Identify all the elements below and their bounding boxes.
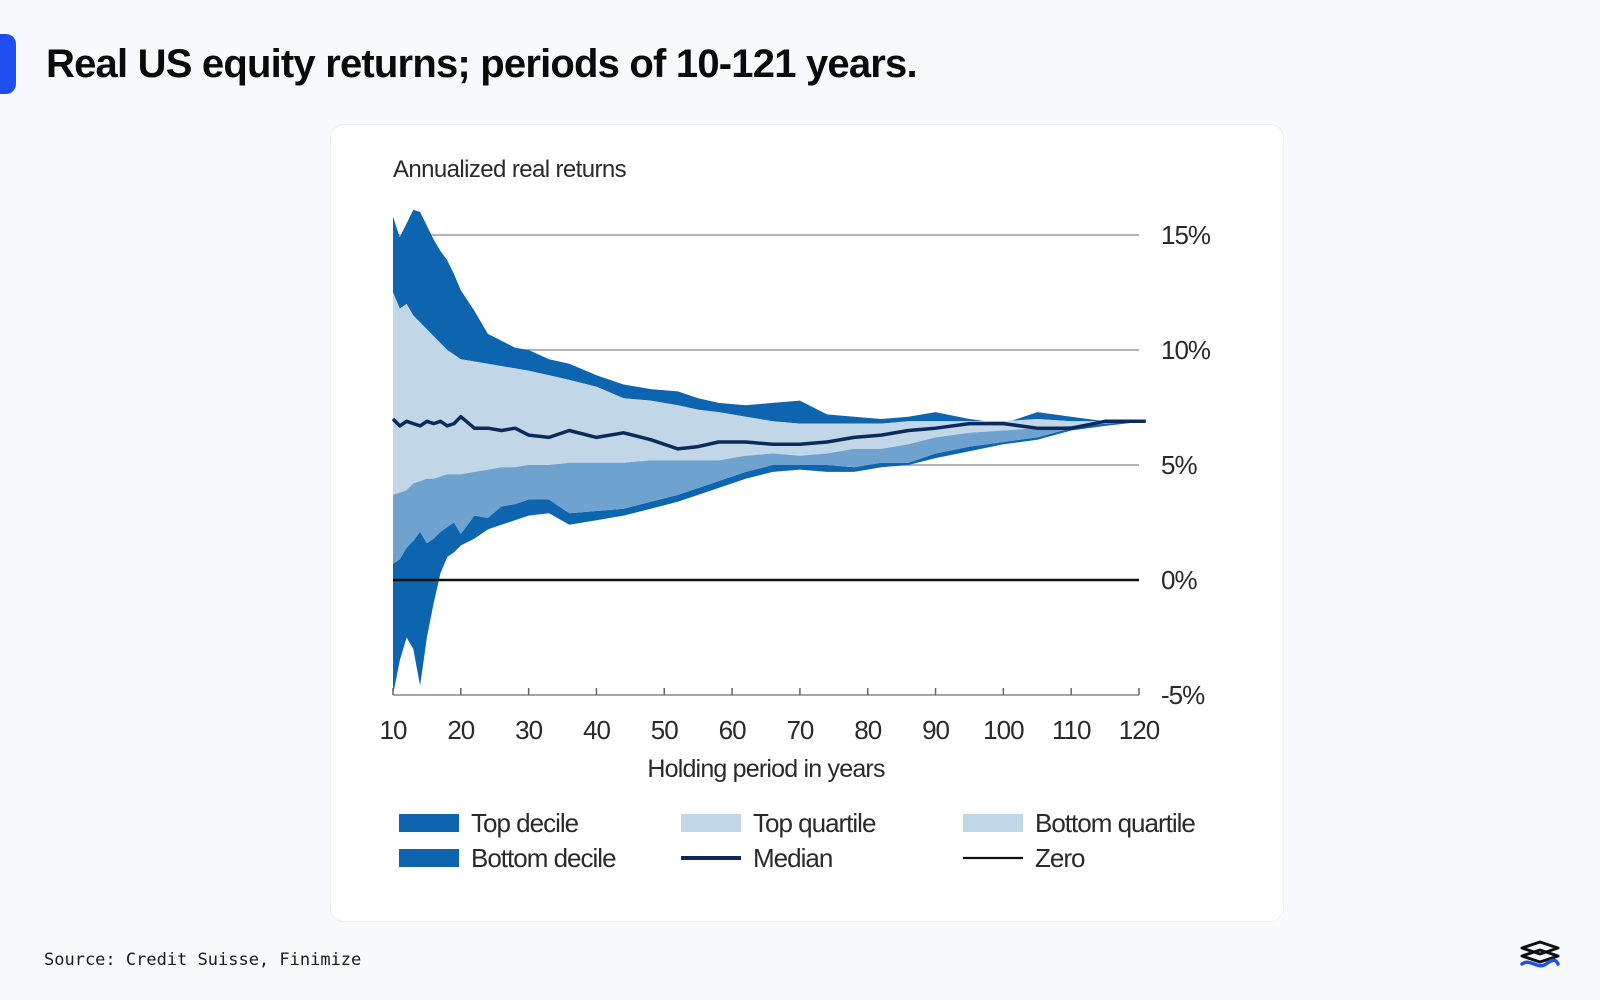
legend-label-zero: Zero xyxy=(1035,843,1085,873)
median-line xyxy=(391,414,1146,451)
legend-label-bottom-quartile: Bottom quartile xyxy=(1035,808,1195,838)
x-tick-label-110: 110 xyxy=(1052,715,1091,745)
legend-swatch-bottom-quartile xyxy=(963,814,1023,832)
top-decile-band xyxy=(393,209,1146,424)
bottom-quartile-band xyxy=(393,416,1146,495)
legend-swatch-top-decile xyxy=(399,814,459,832)
x-tick-label-10: 10 xyxy=(380,715,407,745)
bottom-quartile-transition xyxy=(393,421,1146,564)
legend-label-median: Median xyxy=(753,843,832,873)
legend-label-top-decile: Top decile xyxy=(471,808,579,838)
y-tick-label-0: 0% xyxy=(1161,565,1197,595)
x-tick-label-100: 100 xyxy=(983,715,1024,745)
x-tick-label-80: 80 xyxy=(854,715,881,745)
y-tick-label-15: 15% xyxy=(1161,220,1211,250)
y-tick-label-10: 10% xyxy=(1161,335,1211,365)
accent-tab xyxy=(0,34,16,94)
page-title: Real US equity returns; periods of 10-12… xyxy=(46,42,918,86)
finimize-logo-icon xyxy=(1520,940,1560,968)
x-tick-label-50: 50 xyxy=(651,715,678,745)
x-tick-label-60: 60 xyxy=(719,715,746,745)
legend-label-bottom-decile: Bottom decile xyxy=(471,843,616,873)
y-tick-label-5: 5% xyxy=(1161,450,1197,480)
top-quartile-band xyxy=(393,292,1146,449)
legend-label-top-quartile: Top quartile xyxy=(753,808,876,838)
x-tick-label-20: 20 xyxy=(447,715,474,745)
x-axis-label: Holding period in years xyxy=(647,755,885,783)
y-tick-label--5: -5% xyxy=(1161,680,1205,710)
returns-chart: Annualized real returns 15% 10% 5% 0% -5% 10 20… xyxy=(380,156,1212,873)
x-tick-label-70: 70 xyxy=(786,715,813,745)
legend-swatch-bottom-decile xyxy=(399,849,459,867)
x-tick-label-120: 120 xyxy=(1119,715,1160,745)
x-tick-label-90: 90 xyxy=(922,715,949,745)
source-note: Source: Credit Suisse, Finimize xyxy=(44,950,362,970)
chart-card: Annualized real returns 15% 10% 5% 0% -5% 10 20… xyxy=(330,124,1284,922)
chart-title: Annualized real returns xyxy=(393,156,627,183)
legend-swatch-top-quartile xyxy=(681,814,741,832)
x-tick-label-30: 30 xyxy=(515,715,542,745)
x-tick-label-40: 40 xyxy=(583,715,610,745)
